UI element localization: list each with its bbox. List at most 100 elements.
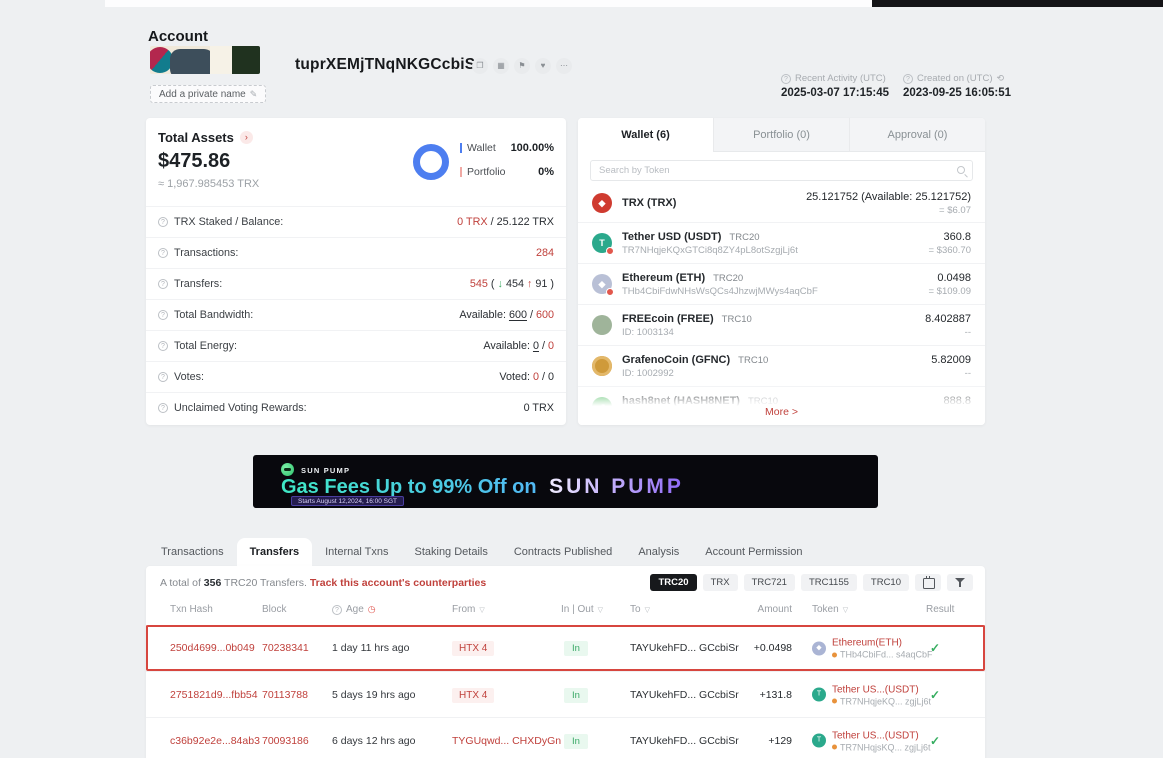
stat-row-votes: Votes: Voted: 0 / 0	[146, 361, 566, 392]
filter-funnel-icon[interactable]: ▽	[479, 606, 485, 614]
sunpump-logo-icon	[281, 463, 294, 476]
token-row-gfnc[interactable]: GrafenoCoin (GFNC) TRC10 ID: 1002992 5.82…	[578, 345, 985, 386]
txn-hash-link[interactable]: c36b92e2e...84ab3	[170, 734, 260, 747]
top-banner-edge	[872, 0, 1163, 7]
token-row-free[interactable]: FREEcoin (FREE) TRC10 ID: 1003134 8.40288…	[578, 304, 985, 345]
help-icon[interactable]	[158, 310, 168, 320]
transfers-count[interactable]: 545	[469, 278, 488, 290]
block-link[interactable]: 70093186	[262, 734, 309, 747]
transfer-row[interactable]: 2751821d9...fbb54 70113788 5 days 19 hrs…	[146, 671, 985, 717]
col-inout[interactable]: In | Out ▽	[561, 604, 604, 615]
tab-wallet[interactable]: Wallet (6)	[578, 118, 713, 152]
help-icon[interactable]	[158, 341, 168, 351]
block-link[interactable]: 70238341	[262, 642, 309, 654]
chevron-right-icon[interactable]: ›	[239, 131, 253, 144]
token-name: GrafenoCoin (GFNC)	[622, 353, 731, 366]
filter-trc10[interactable]: TRC10	[862, 574, 909, 591]
help-icon[interactable]	[903, 73, 913, 84]
transfer-row[interactable]: 250d4699...0b049 70238341 1 day 11 hrs a…	[146, 624, 985, 671]
more-link[interactable]: More >	[765, 406, 798, 418]
txn-hash-link[interactable]: 250d4699...0b049	[170, 642, 255, 654]
filter-trc1155[interactable]: TRC1155	[800, 574, 857, 591]
sunpump-logo-text: SUN PUMP	[301, 466, 351, 475]
bandwidth-available: 600	[508, 309, 527, 321]
help-icon[interactable]	[158, 372, 168, 382]
transfer-row[interactable]: c36b92e2e...84ab3 70093186 6 days 12 hrs…	[146, 717, 985, 758]
tab-staking-details[interactable]: Staking Details	[414, 546, 488, 558]
token-usd: = $6.07	[939, 204, 971, 216]
token-contract[interactable]: TR7NHqjeKQxGTCi8q8ZY4pL8otSzgjLj6t	[622, 244, 798, 256]
tab-portfolio[interactable]: Portfolio (0)	[713, 118, 849, 152]
total-assets-usd: $475.86	[158, 150, 231, 172]
token-row-usdt[interactable]: T Tether USD (USDT) TRC20 TR7NHqjeKQxGTCi…	[578, 222, 985, 263]
from-address-link[interactable]: TYGUqwd... CHXDyGn	[452, 734, 562, 747]
stat-row-energy: Total Energy: Available: 0 / 0	[146, 330, 566, 361]
tab-contracts-published[interactable]: Contracts Published	[513, 546, 613, 558]
identicon-shape	[232, 46, 260, 74]
col-to[interactable]: To ▽	[630, 604, 650, 615]
token-name-link[interactable]: Tether US...(USDT)	[832, 684, 919, 695]
tab-transactions[interactable]: Transactions	[161, 546, 224, 558]
token-usd: = $109.09	[928, 285, 971, 297]
filter-trc20[interactable]: TRC20	[650, 574, 697, 591]
to-address-link[interactable]: TAYUkehFD... GCcbiSr	[630, 688, 739, 701]
filter-funnel-icon[interactable]: ▽	[597, 606, 604, 614]
to-address-link[interactable]: TAYUkehFD... GCcbiSr	[630, 734, 739, 747]
banner-headline-brand: SUN PUMP	[549, 475, 684, 498]
help-icon[interactable]	[158, 279, 168, 289]
tab-analysis[interactable]: Analysis	[638, 546, 680, 558]
section-tabs: Transactions Transfers Internal Txns Sta…	[148, 538, 816, 566]
calendar-icon[interactable]	[915, 574, 941, 591]
gfnc-token-icon	[592, 356, 612, 376]
token-usd: --	[964, 367, 971, 379]
filter-funnel-icon[interactable]: ▽	[842, 606, 849, 614]
trx-token-icon: ◆	[592, 193, 612, 213]
favorite-icon[interactable]: ♥	[535, 58, 551, 74]
filter-funnel-icon[interactable]: ▽	[644, 606, 650, 614]
txn-hash-link[interactable]: 2751821d9...fbb54	[170, 688, 258, 701]
address-actions: ❐ ▦ ⚑ ♥ ⋯	[472, 58, 572, 74]
filter-trc721[interactable]: TRC721	[743, 574, 795, 591]
tab-internal-txns[interactable]: Internal Txns	[325, 546, 389, 558]
search-icon[interactable]	[957, 166, 965, 174]
history-icon[interactable]: ⟲	[996, 73, 1005, 83]
from-address-tag[interactable]: HTX 4	[452, 641, 495, 656]
sunpump-ad-banner[interactable]: SUN PUMP Gas Fees Up to 99% Off on SUN P…	[253, 455, 878, 508]
counterparties-link[interactable]: Track this account's counterparties	[309, 577, 487, 589]
token-name-link[interactable]: Ethereum(ETH)	[832, 637, 903, 649]
token-name-link[interactable]: Tether US...(USDT)	[832, 730, 919, 741]
report-icon[interactable]: ⚑	[514, 58, 530, 74]
help-icon[interactable]	[158, 217, 168, 227]
token-search-input[interactable]	[590, 160, 973, 181]
token-row-eth[interactable]: ◆ Ethereum (ETH) TRC20 THb4CbiFdwNHsWsQCs…	[578, 263, 985, 304]
clock-icon[interactable]: ◷	[367, 604, 376, 614]
col-token[interactable]: Token ▽	[812, 604, 849, 615]
token-row-trx[interactable]: ◆ TRX (TRX) 25.121752 (Available: 25.121…	[578, 184, 985, 222]
filter-trx[interactable]: TRX	[702, 574, 738, 591]
block-link[interactable]: 70113788	[262, 688, 308, 701]
help-icon[interactable]	[158, 248, 168, 258]
transactions-count[interactable]: 284	[535, 247, 554, 259]
col-from[interactable]: From ▽	[452, 604, 485, 615]
filter-icon[interactable]	[947, 574, 973, 591]
more-icon[interactable]: ⋯	[556, 58, 572, 74]
add-private-name-button[interactable]: Add a private name ✎	[150, 85, 267, 103]
token-contract[interactable]: THb4CbiFdwNHsWsQCs4JhzwjMWys4aqCbF	[622, 285, 818, 297]
donut-legend: Wallet 100.00% Portfolio 0%	[460, 142, 554, 190]
tab-account-permission[interactable]: Account Permission	[705, 546, 803, 558]
copy-icon[interactable]: ❐	[472, 58, 488, 74]
stat-label: Total Energy:	[174, 340, 238, 352]
stat-row-staked: TRX Staked / Balance: 0 TRX / 25.122 TRX	[146, 206, 566, 237]
usdt-token-icon: T	[592, 233, 614, 255]
help-icon[interactable]	[332, 604, 342, 615]
tab-transfers[interactable]: Transfers	[236, 538, 313, 566]
account-address[interactable]: tuprXEMjTNqNKGCcbiSr	[295, 56, 482, 73]
help-icon[interactable]	[781, 73, 791, 84]
tab-approval[interactable]: Approval (0)	[849, 118, 985, 152]
to-address-link[interactable]: TAYUkehFD... GCcbiSr	[630, 642, 739, 654]
qrcode-icon[interactable]: ▦	[493, 58, 509, 74]
col-age[interactable]: Age◷	[332, 604, 376, 615]
from-address-tag[interactable]: HTX 4	[452, 687, 495, 703]
help-icon[interactable]	[158, 403, 168, 413]
paren: )	[547, 278, 554, 290]
